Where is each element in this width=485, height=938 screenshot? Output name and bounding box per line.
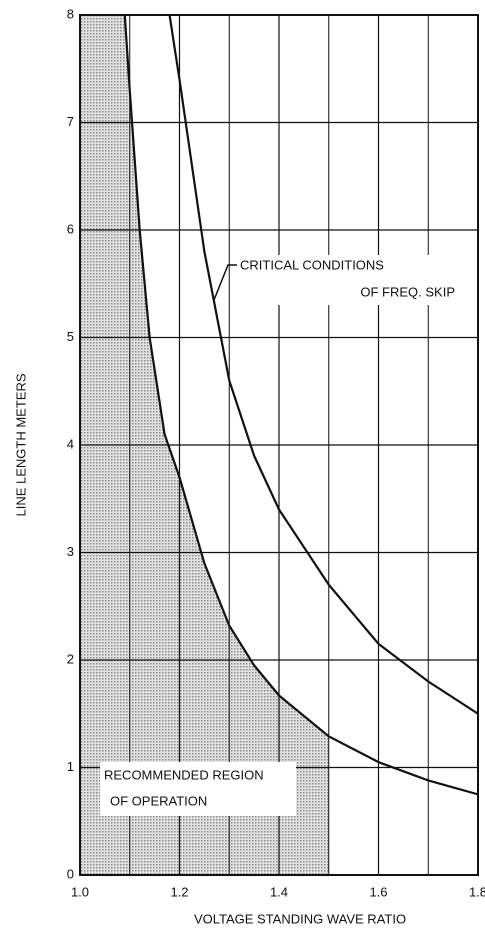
curve xyxy=(123,14,479,796)
y-axis-label: LINE LENGTH METERS xyxy=(13,373,28,516)
x-tick-label: 1.6 xyxy=(369,884,387,899)
annotation: OF FREQ. SKIP xyxy=(360,284,455,299)
y-tick-label: 1 xyxy=(67,759,74,774)
y-tick-label: 2 xyxy=(67,651,74,666)
plot-frame xyxy=(79,14,479,876)
annotation: RECOMMENDED REGION xyxy=(104,767,264,782)
curve xyxy=(168,14,479,715)
y-tick-label: 4 xyxy=(67,436,74,451)
y-tick-label: 6 xyxy=(67,221,74,236)
annotation-bg xyxy=(100,762,296,816)
y-tick-label: 5 xyxy=(67,329,74,344)
annotation: OF OPERATION xyxy=(110,793,207,808)
x-tick-label: 1.4 xyxy=(270,884,288,899)
y-tick-label: 3 xyxy=(67,544,74,559)
annotation-bg xyxy=(237,255,457,305)
x-axis-label: VOLTAGE STANDING WAVE RATIO xyxy=(194,911,406,926)
x-tick-label: 1.8 xyxy=(469,884,485,899)
y-tick-label: 8 xyxy=(67,6,74,21)
y-tick-label: 0 xyxy=(67,866,74,881)
y-tick-label: 7 xyxy=(67,114,74,129)
annotation: CRITICAL CONDITIONS xyxy=(240,257,384,272)
x-tick-label: 1.2 xyxy=(170,884,188,899)
leader-line xyxy=(213,264,238,301)
x-tick-label: 1.0 xyxy=(71,884,89,899)
